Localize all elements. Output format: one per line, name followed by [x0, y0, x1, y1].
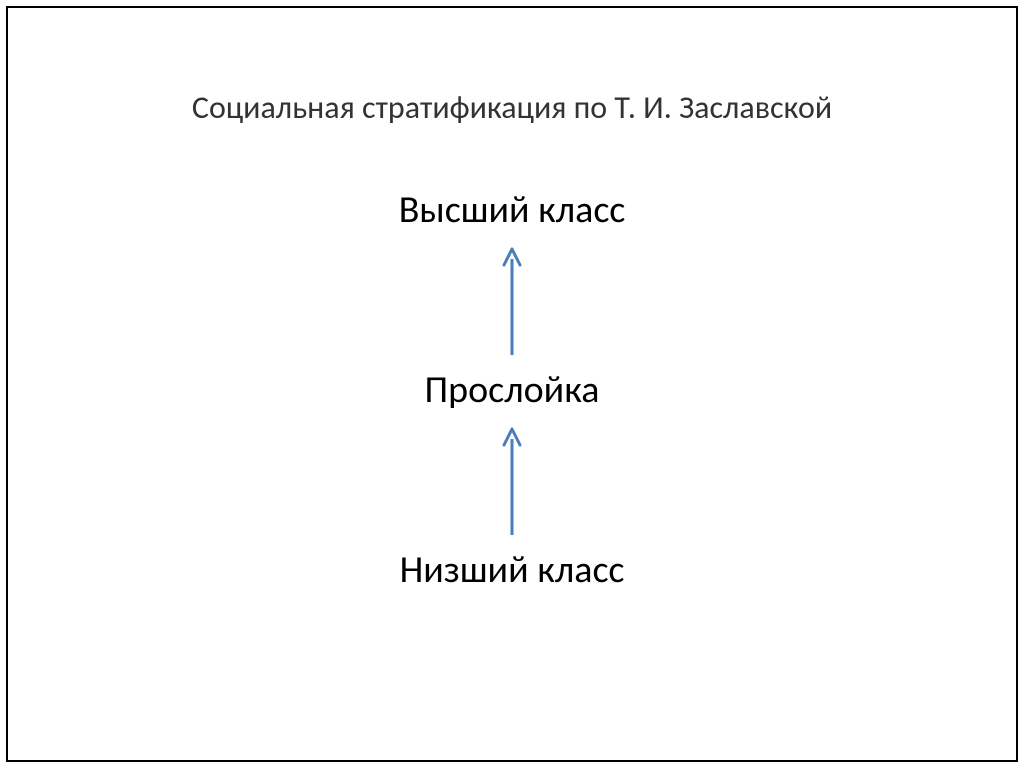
arrow-up-icon [500, 245, 524, 355]
arrow-bottom [500, 425, 524, 535]
level-top: Высший класс [399, 187, 626, 233]
arrow-top [500, 245, 524, 355]
arrow-up-icon [500, 425, 524, 535]
diagram-title: Социальная стратификация по Т. И. Заслав… [192, 88, 832, 127]
slide-frame: Социальная стратификация по Т. И. Заслав… [6, 6, 1018, 762]
level-middle: Прослойка [425, 367, 600, 413]
level-bottom: Низший класс [400, 547, 625, 593]
